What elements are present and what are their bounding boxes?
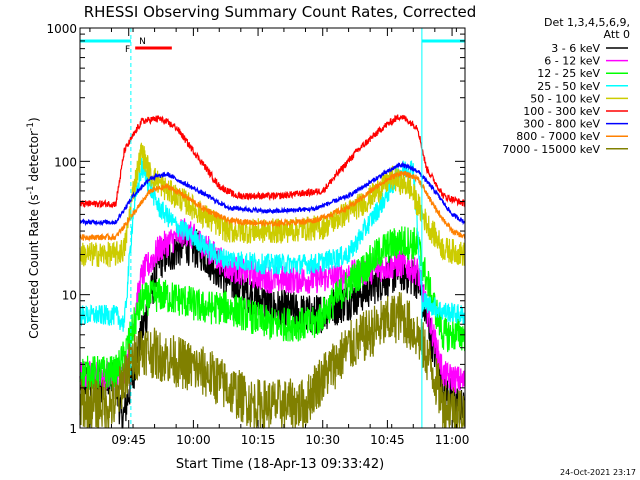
series-line-300-800kevkev	[79, 161, 466, 227]
y-tick-label-10: 10	[62, 289, 77, 303]
flag-label-flare: F	[125, 45, 130, 55]
timestamp: 24-Oct-2021 23:17	[560, 468, 636, 477]
chart-title: RHESSI Observing Summary Count Rates, Co…	[84, 3, 477, 21]
flag-label-night: N	[139, 37, 146, 47]
series-line-800-7000kevkev	[79, 170, 466, 243]
axes: 09:45 10:00 10:15 10:30 10:45 11:00 1 10 100 1000	[46, 22, 469, 447]
legend-label-300-800kev: 300 - 800 keV	[523, 118, 600, 131]
x-tick-label-10:15: 10:15	[241, 433, 276, 447]
plot-frame	[79, 27, 466, 429]
legend-label-12-25kev: 12 - 25 keV	[537, 67, 600, 80]
series-line-12-25kevkev	[79, 226, 466, 390]
legend-header-line-2: Att 0	[604, 28, 630, 41]
legend-label-50-100kev: 50 - 100 keV	[530, 92, 600, 105]
x-tick-label-10:30: 10:30	[305, 433, 340, 447]
x-tick-label-10:45: 10:45	[370, 433, 405, 447]
legend-label-6-12kev: 6 - 12 keV	[544, 55, 600, 68]
legend-header-line-1: Det 1,3,4,5,6,9,	[544, 16, 630, 29]
y-axis-label: Corrected Count Rate (s-1 detector-1)	[26, 117, 41, 338]
legend-label-7000-15000kev: 7000 - 15000 keV	[502, 143, 600, 156]
x-tick-label-11:00: 11:00	[435, 433, 470, 447]
legend-label-800-7000kev: 800 - 7000 keV	[516, 130, 600, 143]
legend-label-3-6kev: 3 - 6 keV	[551, 42, 600, 55]
legend-label-25-50kev: 25 - 50 keV	[537, 80, 600, 93]
legend-label-100-300kev: 100 - 300 keV	[523, 105, 600, 118]
y-tick-label-1: 1	[69, 422, 77, 436]
series-line-7000-15000kevkev	[79, 291, 466, 430]
y-tick-label-1000: 1000	[46, 22, 77, 36]
series-line-6-12kevkev	[79, 218, 466, 394]
x-tick-label-09:45: 09:45	[111, 433, 146, 447]
x-axis-label: Start Time (18-Apr-13 09:33:42)	[176, 457, 384, 472]
y-tick-label-100: 100	[54, 155, 77, 169]
x-tick-label-10:00: 10:00	[176, 433, 211, 447]
series-line-100-300kevkev	[79, 114, 466, 209]
